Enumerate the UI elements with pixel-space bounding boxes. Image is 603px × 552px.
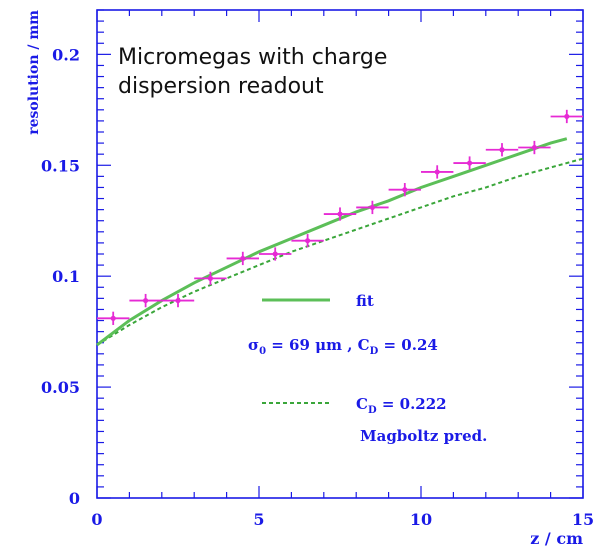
x-tick-label: 10 [410, 510, 432, 529]
y-tick-label: 0.15 [41, 156, 80, 175]
y-axis-label: resolution / mm [26, 10, 42, 135]
legend-fit-params: σ0 = 69 μm , CD = 0.24 [248, 336, 438, 357]
legend-prediction-note: Magboltz pred. [360, 427, 487, 445]
y-tick-label: 0.1 [52, 267, 80, 286]
data-point [421, 165, 454, 179]
data-point [453, 156, 486, 170]
point-marker [240, 255, 246, 262]
data-point [161, 293, 195, 308]
y-tick-label: 0.05 [41, 378, 80, 397]
fit-curve [96, 137, 568, 347]
legend-prediction-label: CD = 0.222 [356, 395, 447, 416]
point-marker [402, 187, 408, 193]
axis-tick-labels: 0 5 10 15 0 0.05 0.1 0.15 0.2 [41, 45, 594, 529]
point-marker [272, 251, 278, 257]
x-tick-label: 0 [91, 510, 102, 529]
point-marker [305, 238, 311, 244]
axis-ticks [96, 9, 584, 499]
data-point [323, 207, 357, 221]
chart-title-line-1: Micromegas with charge [118, 45, 387, 70]
point-marker [110, 315, 116, 321]
point-marker [564, 113, 570, 120]
data-point [518, 140, 551, 155]
data-point [291, 234, 324, 248]
data-point [97, 311, 130, 325]
data-point [356, 200, 389, 215]
point-marker [175, 297, 181, 304]
chart-title-line-2: dispersion readout [118, 74, 324, 99]
point-marker [337, 211, 343, 217]
point-marker [467, 160, 473, 166]
point-marker [434, 169, 440, 175]
data-point [226, 251, 259, 266]
point-marker [369, 204, 375, 211]
point-marker [143, 297, 149, 304]
prediction-dashed-line [96, 157, 584, 346]
data-point [388, 183, 421, 197]
point-marker [207, 275, 213, 281]
point-marker [499, 147, 505, 153]
data-point [194, 271, 227, 286]
data-points [97, 109, 583, 325]
legend: fit σ0 = 69 μm , CD = 0.24 CD = 0.222 Ma… [248, 292, 487, 445]
data-point [550, 109, 583, 124]
y-tick-label: 0.2 [52, 45, 80, 64]
x-tick-label: 15 [572, 510, 594, 529]
point-marker [531, 144, 538, 151]
x-axis-label: z / cm [530, 529, 583, 548]
data-point [129, 293, 162, 308]
data-point [259, 247, 292, 261]
x-tick-label: 5 [253, 510, 264, 529]
data-point [485, 143, 519, 157]
y-tick-label: 0 [69, 489, 80, 508]
legend-fit-label: fit [356, 292, 374, 310]
